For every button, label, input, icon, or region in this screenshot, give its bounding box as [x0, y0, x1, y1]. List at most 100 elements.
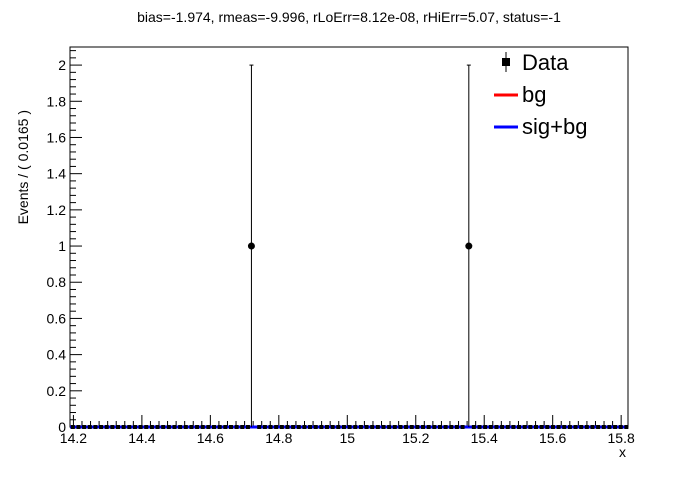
x-tick-label: 15.8 [608, 430, 635, 446]
y-tick-label: 2 [58, 57, 66, 73]
empty-bin-marker [596, 425, 601, 429]
empty-bin-marker [189, 425, 194, 429]
empty-bin-marker [443, 425, 448, 429]
empty-bin-marker [618, 425, 623, 429]
empty-bin-marker [375, 425, 380, 429]
empty-bin-marker [573, 425, 578, 429]
empty-bin-marker [409, 425, 414, 429]
empty-bin-marker [404, 425, 409, 429]
y-tick-label: 0.8 [47, 274, 67, 290]
empty-bin-marker [398, 425, 403, 429]
empty-bin-marker [279, 425, 284, 429]
empty-bin-marker [285, 425, 290, 429]
empty-bin-marker [488, 425, 493, 429]
empty-bin-marker [82, 425, 87, 429]
empty-bin-marker [149, 425, 154, 429]
data-point [247, 242, 255, 250]
empty-bin-marker [500, 425, 505, 429]
data-point [465, 242, 473, 250]
empty-bin-marker [533, 425, 538, 429]
empty-bin-marker [127, 425, 132, 429]
empty-bin-marker [528, 425, 533, 429]
empty-bin-marker [370, 425, 375, 429]
empty-bin-marker [166, 425, 171, 429]
legend-label-data: Data [522, 50, 569, 75]
y-tick-label: 1.4 [47, 166, 67, 182]
empty-bin-marker [454, 425, 459, 429]
legend-label-sigbg: sig+bg [522, 114, 587, 139]
empty-bin-marker [104, 425, 109, 429]
x-axis-label: x [619, 444, 626, 460]
empty-bin-marker [471, 425, 476, 429]
empty-bin-marker [477, 425, 482, 429]
x-tick-label: 15.2 [402, 430, 429, 446]
empty-bin-marker [138, 425, 143, 429]
empty-bin-marker [87, 425, 92, 429]
empty-bin-marker [195, 425, 200, 429]
empty-bin-marker [70, 425, 75, 429]
empty-bin-marker [240, 425, 245, 429]
empty-bin-marker [517, 425, 522, 429]
empty-bin-marker [144, 425, 149, 429]
data-points-layer [70, 64, 629, 429]
empty-bin-marker [449, 425, 454, 429]
empty-bin-marker [223, 425, 228, 429]
empty-bin-marker [437, 425, 442, 429]
empty-bin-marker [347, 425, 352, 429]
empty-bin-marker [262, 425, 267, 429]
y-tick-label: 1 [58, 238, 66, 254]
y-tick-label: 0 [58, 419, 66, 435]
empty-bin-marker [353, 425, 358, 429]
empty-bin-marker [172, 425, 177, 429]
empty-bin-marker [291, 425, 296, 429]
empty-bin-marker [381, 425, 386, 429]
empty-bin-marker [121, 425, 126, 429]
empty-bin-marker [155, 425, 160, 429]
empty-bin-marker [161, 425, 166, 429]
empty-bin-marker [302, 425, 307, 429]
x-tick-label: 14.4 [128, 430, 155, 446]
empty-bin-marker [387, 425, 392, 429]
empty-bin-marker [341, 425, 346, 429]
empty-bin-marker [421, 425, 426, 429]
y-tick-label: 1.8 [47, 93, 67, 109]
empty-bin-marker [601, 425, 606, 429]
empty-bin-marker [522, 425, 527, 429]
empty-bin-marker [539, 425, 544, 429]
legend-label-bg: bg [522, 82, 546, 107]
empty-bin-marker [308, 425, 313, 429]
x-tick-label: 15 [339, 430, 355, 446]
x-tick-label: 15.6 [539, 430, 566, 446]
empty-bin-marker [76, 425, 81, 429]
y-tick-label: 1.6 [47, 129, 67, 145]
empty-bin-marker [330, 425, 335, 429]
empty-bin-marker [392, 425, 397, 429]
empty-bin-marker [624, 425, 629, 429]
empty-bin-marker [93, 425, 98, 429]
empty-bin-marker [217, 425, 222, 429]
empty-bin-marker [567, 425, 572, 429]
empty-bin-marker [234, 425, 239, 429]
y-tick-label: 0.6 [47, 310, 67, 326]
empty-bin-marker [590, 425, 595, 429]
y-tick-label: 1.2 [47, 202, 67, 218]
empty-bin-marker [511, 425, 516, 429]
empty-bin-marker [296, 425, 301, 429]
empty-bin-marker [178, 425, 183, 429]
empty-bin-marker [432, 425, 437, 429]
y-tick-label: 0.2 [47, 383, 67, 399]
y-tick-label: 0.4 [47, 347, 67, 363]
empty-bin-marker [607, 425, 612, 429]
empty-bin-marker [99, 425, 104, 429]
empty-bin-marker [319, 425, 324, 429]
empty-bin-marker [212, 425, 217, 429]
empty-bin-marker [415, 425, 420, 429]
empty-bin-marker [579, 425, 584, 429]
empty-bin-marker [483, 425, 488, 429]
empty-bin-marker [358, 425, 363, 429]
empty-bin-marker [584, 425, 589, 429]
empty-bin-marker [325, 425, 330, 429]
empty-bin-marker [460, 425, 465, 429]
empty-bin-marker [556, 425, 561, 429]
